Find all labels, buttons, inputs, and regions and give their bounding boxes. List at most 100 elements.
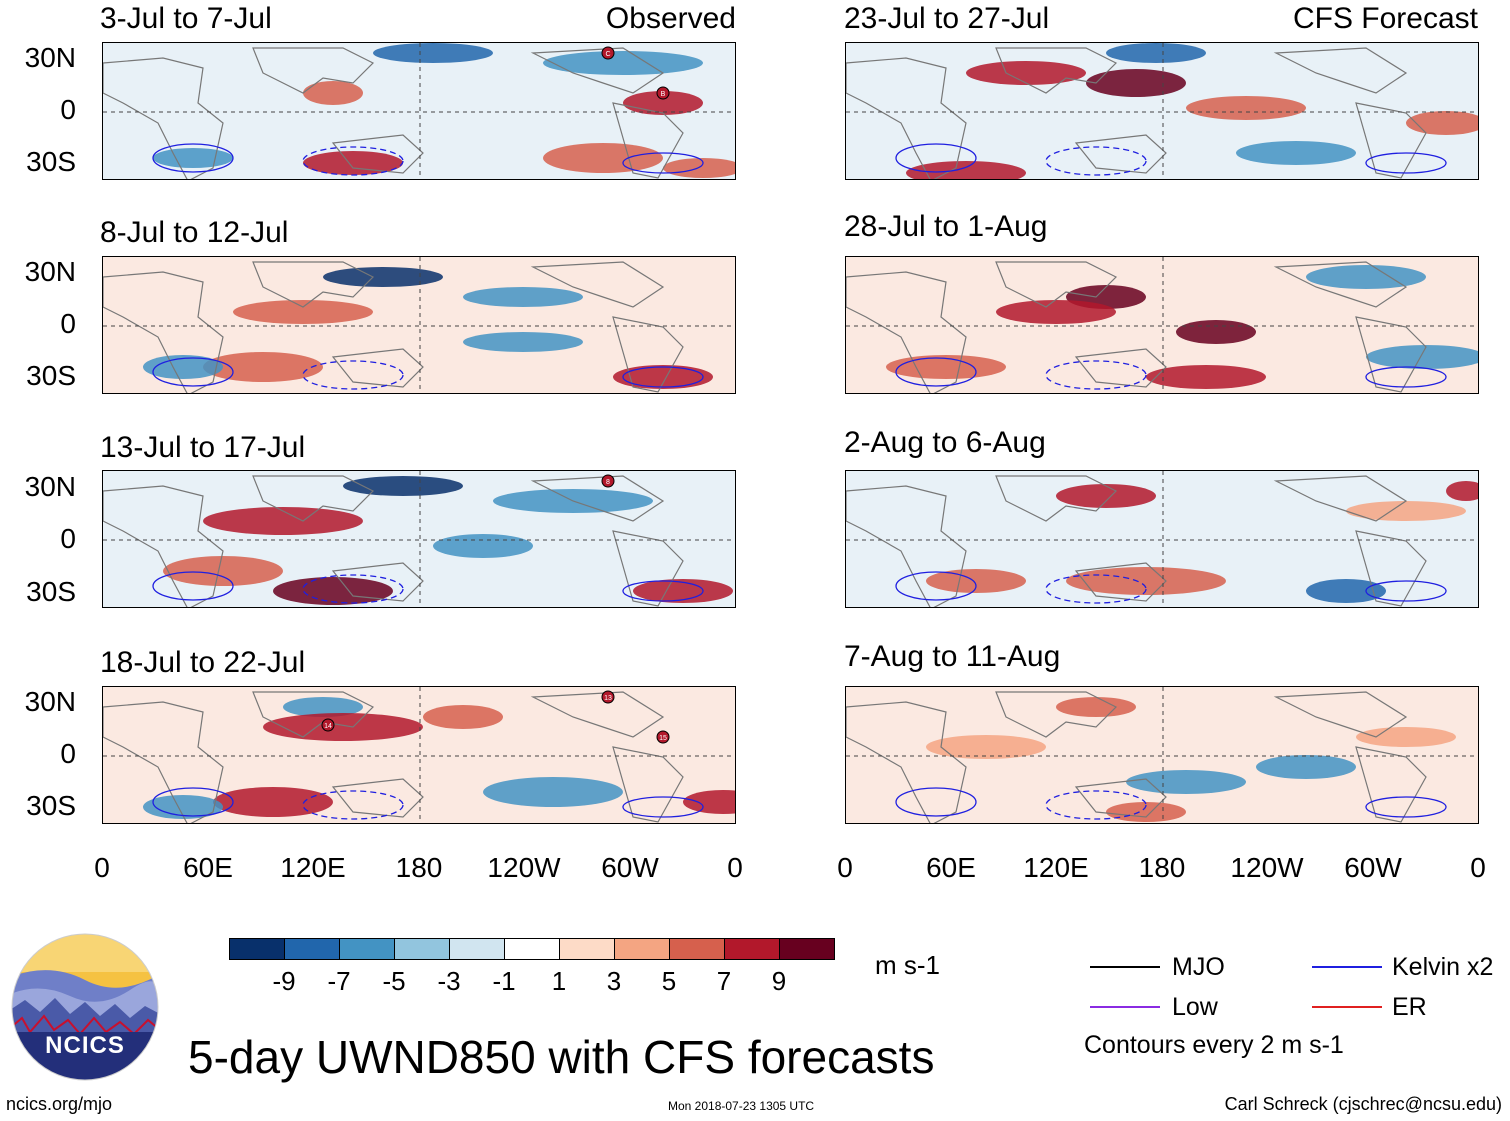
map-canvas: CB: [103, 43, 735, 179]
anomaly-blob: [1186, 96, 1306, 120]
coastline: [530, 691, 665, 738]
coastline: [612, 530, 684, 607]
legend-label-er: ER: [1392, 993, 1427, 1021]
kelvin-contour: [1365, 796, 1447, 818]
kelvin-contour: [622, 580, 704, 602]
coastline: [252, 475, 375, 522]
ytick-0-1: 0: [60, 94, 76, 125]
coastline: [846, 57, 967, 179]
units-label: m s-1: [875, 950, 940, 980]
anomaly-blob: [213, 787, 333, 817]
xtick-right-120e: 120E: [1023, 852, 1089, 883]
storm-marker: 14: [321, 718, 335, 732]
kelvin-contour: [302, 360, 404, 390]
map-canvas: [846, 43, 1478, 179]
kelvin-contour: [152, 787, 234, 817]
coastline: [103, 57, 224, 179]
coastline: [331, 348, 424, 388]
anomaly-blob: [1306, 579, 1386, 603]
coastline: [331, 778, 424, 818]
colorbar-tick-label: 5: [661, 966, 677, 996]
storm-marker: 8: [601, 474, 615, 488]
anomaly-blob: [143, 795, 223, 819]
colorbar-swatch: [614, 938, 670, 960]
map-panel-8: [845, 686, 1479, 824]
storm-label: 13: [604, 695, 612, 702]
map-canvas: 8: [103, 471, 735, 607]
kelvin-contour: [1045, 790, 1147, 820]
anomaly-blob: [1056, 697, 1136, 717]
kelvin-contour: [895, 787, 977, 817]
map-panel-7: [845, 470, 1479, 608]
anomaly-blob: [1126, 770, 1246, 794]
footer-credit: Carl Schreck (cjschrec@ncsu.edu): [1224, 1094, 1502, 1114]
coastline: [530, 47, 665, 94]
footer-url[interactable]: ncics.org/mjo: [6, 1094, 113, 1114]
ncics-logo-graphic: [11, 933, 159, 1081]
main-title: 5-day UWND850 with CFS forecasts: [188, 1031, 935, 1083]
coastline: [995, 475, 1118, 522]
colorbar-swatch: [229, 938, 285, 960]
coastline: [846, 485, 967, 607]
storm-label: 15: [659, 735, 667, 742]
xtick-left-0: 0: [94, 852, 110, 883]
map-canvas: [846, 471, 1478, 607]
kelvin-contour: [1045, 360, 1147, 390]
anomaly-blob: [613, 365, 713, 389]
forecast-label: CFS Forecast: [1292, 2, 1478, 35]
colorbar-swatch: [449, 938, 505, 960]
colorbar-tick-label: 1: [551, 966, 567, 996]
anomaly-blob: [283, 697, 363, 717]
xtick-left-120w: 120W: [487, 852, 561, 883]
coastline: [1355, 102, 1427, 179]
coastline: [1355, 746, 1427, 823]
panel-title-2: 8-Jul to 12-Jul: [100, 216, 289, 249]
anomaly-blob: [1406, 111, 1478, 135]
coastline: [331, 562, 424, 602]
anomaly-blob: [463, 332, 583, 352]
coastline: [995, 47, 1118, 94]
ncics-logo[interactable]: NCICS: [10, 932, 160, 1082]
colorbar-tick-label: -3: [437, 966, 461, 996]
legend-label-low: Low: [1172, 993, 1218, 1021]
panel-title-6: 28-Jul to 1-Aug: [844, 210, 1048, 243]
legend-swatch-kelvin: [1312, 966, 1382, 968]
ytick-30s-3: 30S: [26, 576, 76, 607]
anomaly-blob: [543, 51, 703, 75]
storm-label: B: [661, 91, 666, 98]
anomaly-blob: [1086, 69, 1186, 97]
legend-label-kelvin: Kelvin x2: [1392, 953, 1494, 981]
xtick-right-0: 0: [837, 852, 853, 883]
coastline: [846, 701, 967, 823]
kelvin-contour: [1365, 152, 1447, 174]
ytick-30n-1: 30N: [24, 42, 76, 73]
kelvin-contour: [1365, 580, 1447, 602]
anomaly-blob: [926, 735, 1046, 759]
colorbar-tick-label: -7: [327, 966, 351, 996]
coastline: [1273, 475, 1408, 522]
colorbar-swatch: [394, 938, 450, 960]
colorbar-swatch: [779, 938, 835, 960]
colorbar-tick-label: -5: [382, 966, 406, 996]
coastline: [995, 261, 1118, 308]
map-canvas: 13 15 14: [103, 687, 735, 823]
anomaly-blob: [323, 267, 443, 287]
anomaly-blob: [233, 300, 373, 324]
kelvin-contour: [622, 152, 704, 174]
coastline: [530, 475, 665, 522]
anomaly-blob: [1366, 345, 1478, 369]
kelvin-contour: [1365, 366, 1447, 388]
map-canvas: [846, 257, 1478, 393]
ytick-30n-2: 30N: [24, 256, 76, 287]
coastline: [1074, 134, 1167, 174]
xtick-left-60w: 60W: [601, 852, 659, 883]
anomaly-blob: [633, 579, 733, 603]
anomaly-blob: [1236, 141, 1356, 165]
coastline: [103, 485, 224, 607]
colorbar-tick-label: 9: [771, 966, 787, 996]
xtick-right-120w: 120W: [1230, 852, 1304, 883]
colorbar-swatch: [284, 938, 340, 960]
map-canvas: [846, 687, 1478, 823]
coastline: [331, 134, 424, 174]
xtick-right-60w: 60W: [1344, 852, 1402, 883]
